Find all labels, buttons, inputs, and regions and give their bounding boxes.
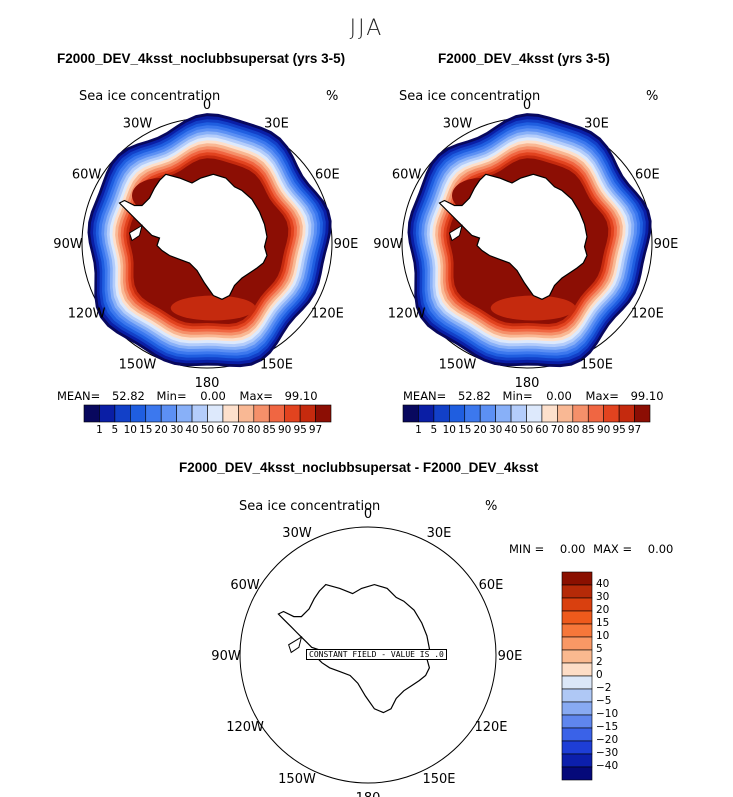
colorbar-tick-label: 10 bbox=[442, 424, 456, 436]
max-value: 0.00 bbox=[647, 542, 674, 556]
colorbar-tick-label: 70 bbox=[231, 424, 246, 436]
max-label: Max= bbox=[239, 389, 273, 403]
colorbar-tick-label: 30 bbox=[169, 424, 184, 436]
colorbar-tick-label: 20 bbox=[473, 424, 487, 436]
min-label: Min= bbox=[502, 389, 533, 403]
colorbar-tick-label: 90 bbox=[278, 424, 292, 436]
mean-label: MEAN= bbox=[403, 389, 447, 403]
mean-label: MEAN= bbox=[57, 389, 101, 403]
colorbar-tick-label: 5 bbox=[430, 424, 438, 436]
colorbar-tick-label: 97 bbox=[308, 424, 323, 436]
diff-colorbar-tick-label: 40 bbox=[596, 578, 610, 590]
max-label: Max= bbox=[585, 389, 619, 403]
colorbar-tick-label: 5 bbox=[111, 424, 119, 436]
colorbar-tick-label: 20 bbox=[154, 424, 168, 436]
diff-colorbar-tick-label: −40 bbox=[596, 760, 619, 772]
colorbar-tick-label: 40 bbox=[504, 424, 518, 436]
stats-left: MEAN= 52.82 Min= 0.00 Max= 99.10 bbox=[57, 389, 318, 403]
diff-colorbar-tick-label: 5 bbox=[596, 643, 603, 655]
max-value: 99.10 bbox=[630, 389, 664, 403]
diff-colorbar-tick-label: −15 bbox=[596, 721, 619, 733]
colorbar-tick-label: 10 bbox=[123, 424, 137, 436]
season-title: JJA bbox=[349, 16, 384, 41]
colorbar-tick-label: 50 bbox=[200, 424, 215, 436]
colorbar-tick-label: 60 bbox=[216, 424, 230, 436]
min-label: MIN = bbox=[509, 542, 545, 556]
colorbar-tick-label: 80 bbox=[247, 424, 261, 436]
colorbar-tick-label: 95 bbox=[612, 424, 626, 436]
min-value: 0.00 bbox=[200, 389, 226, 403]
colorbar-ticks-left: 1 5 10 15 20 30 40 50 60 70 80 85 90 95 97 bbox=[0, 424, 733, 438]
diff-colorbar-tick-label: 30 bbox=[596, 591, 610, 603]
stats-diff: MIN = 0.00 MAX = 0.00 bbox=[509, 542, 673, 556]
diff-colorbar-tick-label: 0 bbox=[596, 669, 603, 681]
colorbar-tick-label: 1 bbox=[415, 424, 422, 436]
difference-title: F2000_DEV_4ksst_noclubbsupersat - F2000_… bbox=[179, 460, 539, 475]
diff-colorbar-tick-label: 2 bbox=[596, 656, 603, 668]
colorbar-ticks-right: 1 5 10 15 20 30 40 50 60 70 80 85 90 95 97 bbox=[0, 424, 733, 438]
colorbar-tick-label: 15 bbox=[458, 424, 472, 436]
colorbar-tick-label: 70 bbox=[550, 424, 565, 436]
units-label-right: % bbox=[646, 89, 659, 104]
mean-value: 52.82 bbox=[457, 389, 491, 403]
units-label-diff: % bbox=[485, 499, 498, 514]
colorbar-tick-label: 60 bbox=[535, 424, 549, 436]
stats-right: MEAN= 52.82 Min= 0.00 Max= 99.10 bbox=[403, 389, 664, 403]
variable-label-diff: Sea ice concentration bbox=[239, 499, 381, 514]
colorbar-tick-label: 85 bbox=[262, 424, 276, 436]
variable-label-right: Sea ice concentration bbox=[399, 89, 541, 104]
min-value: 0.00 bbox=[546, 389, 572, 403]
mean-value: 52.82 bbox=[111, 389, 145, 403]
colorbar-tick-label: 80 bbox=[566, 424, 580, 436]
colorbar-tick-label: 50 bbox=[519, 424, 534, 436]
colorbar-tick-label: 40 bbox=[185, 424, 199, 436]
diff-colorbar-tick-label: 10 bbox=[596, 630, 610, 642]
diff-colorbar-tick-label: −20 bbox=[596, 734, 619, 746]
units-label-left: % bbox=[326, 89, 339, 104]
colorbar-tick-label: 15 bbox=[139, 424, 153, 436]
colorbar-tick-label: 90 bbox=[597, 424, 611, 436]
variable-label-left: Sea ice concentration bbox=[79, 89, 221, 104]
min-value: 0.00 bbox=[559, 542, 586, 556]
diff-colorbar-tick-label: −5 bbox=[596, 695, 612, 707]
diff-colorbar-tick-label: −10 bbox=[596, 708, 619, 720]
min-label: Min= bbox=[156, 389, 187, 403]
max-value: 99.10 bbox=[284, 389, 318, 403]
diff-colorbar-tick-label: −30 bbox=[596, 747, 619, 759]
constant-field-note: CONSTANT FIELD - VALUE IS .0 bbox=[306, 649, 447, 660]
diff-colorbar-tick-label: −2 bbox=[596, 682, 612, 694]
diff-colorbar-tick-label: 15 bbox=[596, 617, 610, 629]
colorbar-tick-label: 85 bbox=[581, 424, 595, 436]
panel-title-left: F2000_DEV_4ksst_noclubbsupersat (yrs 3-5… bbox=[57, 51, 346, 66]
max-label: MAX = bbox=[593, 542, 633, 556]
colorbar-tick-label: 95 bbox=[293, 424, 307, 436]
colorbar-tick-label: 1 bbox=[96, 424, 103, 436]
diff-colorbar-tick-label: 20 bbox=[596, 604, 610, 616]
panel-title-right: F2000_DEV_4ksst (yrs 3-5) bbox=[438, 51, 610, 66]
colorbar-tick-label: 97 bbox=[627, 424, 642, 436]
colorbar-tick-label: 30 bbox=[488, 424, 503, 436]
